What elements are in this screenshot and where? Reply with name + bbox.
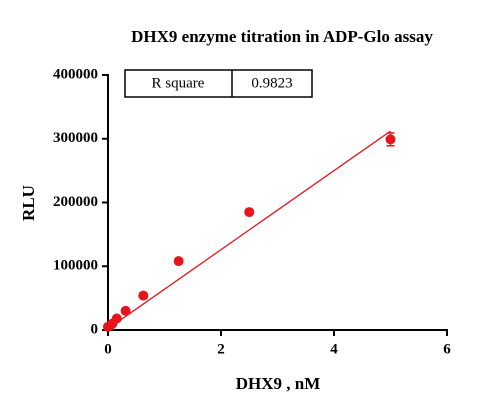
y-tick-label: 300000 xyxy=(53,130,98,146)
point xyxy=(111,313,122,324)
fit-line xyxy=(107,130,391,330)
x-tick-label: 2 xyxy=(217,341,225,357)
stats-value: 0.9823 xyxy=(251,75,292,91)
y-tick-label: 400000 xyxy=(53,66,98,82)
point xyxy=(120,305,131,316)
x-tick-label: 6 xyxy=(443,341,451,357)
point xyxy=(385,134,396,145)
point xyxy=(173,256,184,267)
x-axis-label: DHX9 , nM xyxy=(236,374,321,393)
x-tick-label: 4 xyxy=(330,341,338,357)
chart-title: DHX9 enzyme titration in ADP-Glo assay xyxy=(131,27,433,46)
y-tick-label: 0 xyxy=(91,321,99,337)
point xyxy=(244,207,255,218)
point xyxy=(138,290,149,301)
stats-box xyxy=(124,69,313,98)
y-tick-label: 100000 xyxy=(53,258,98,274)
x-tick-label: 0 xyxy=(104,341,112,357)
stats-label: R square xyxy=(152,75,205,91)
y-tick-label: 200000 xyxy=(53,194,98,210)
y-axis-label: RLU xyxy=(19,185,38,221)
